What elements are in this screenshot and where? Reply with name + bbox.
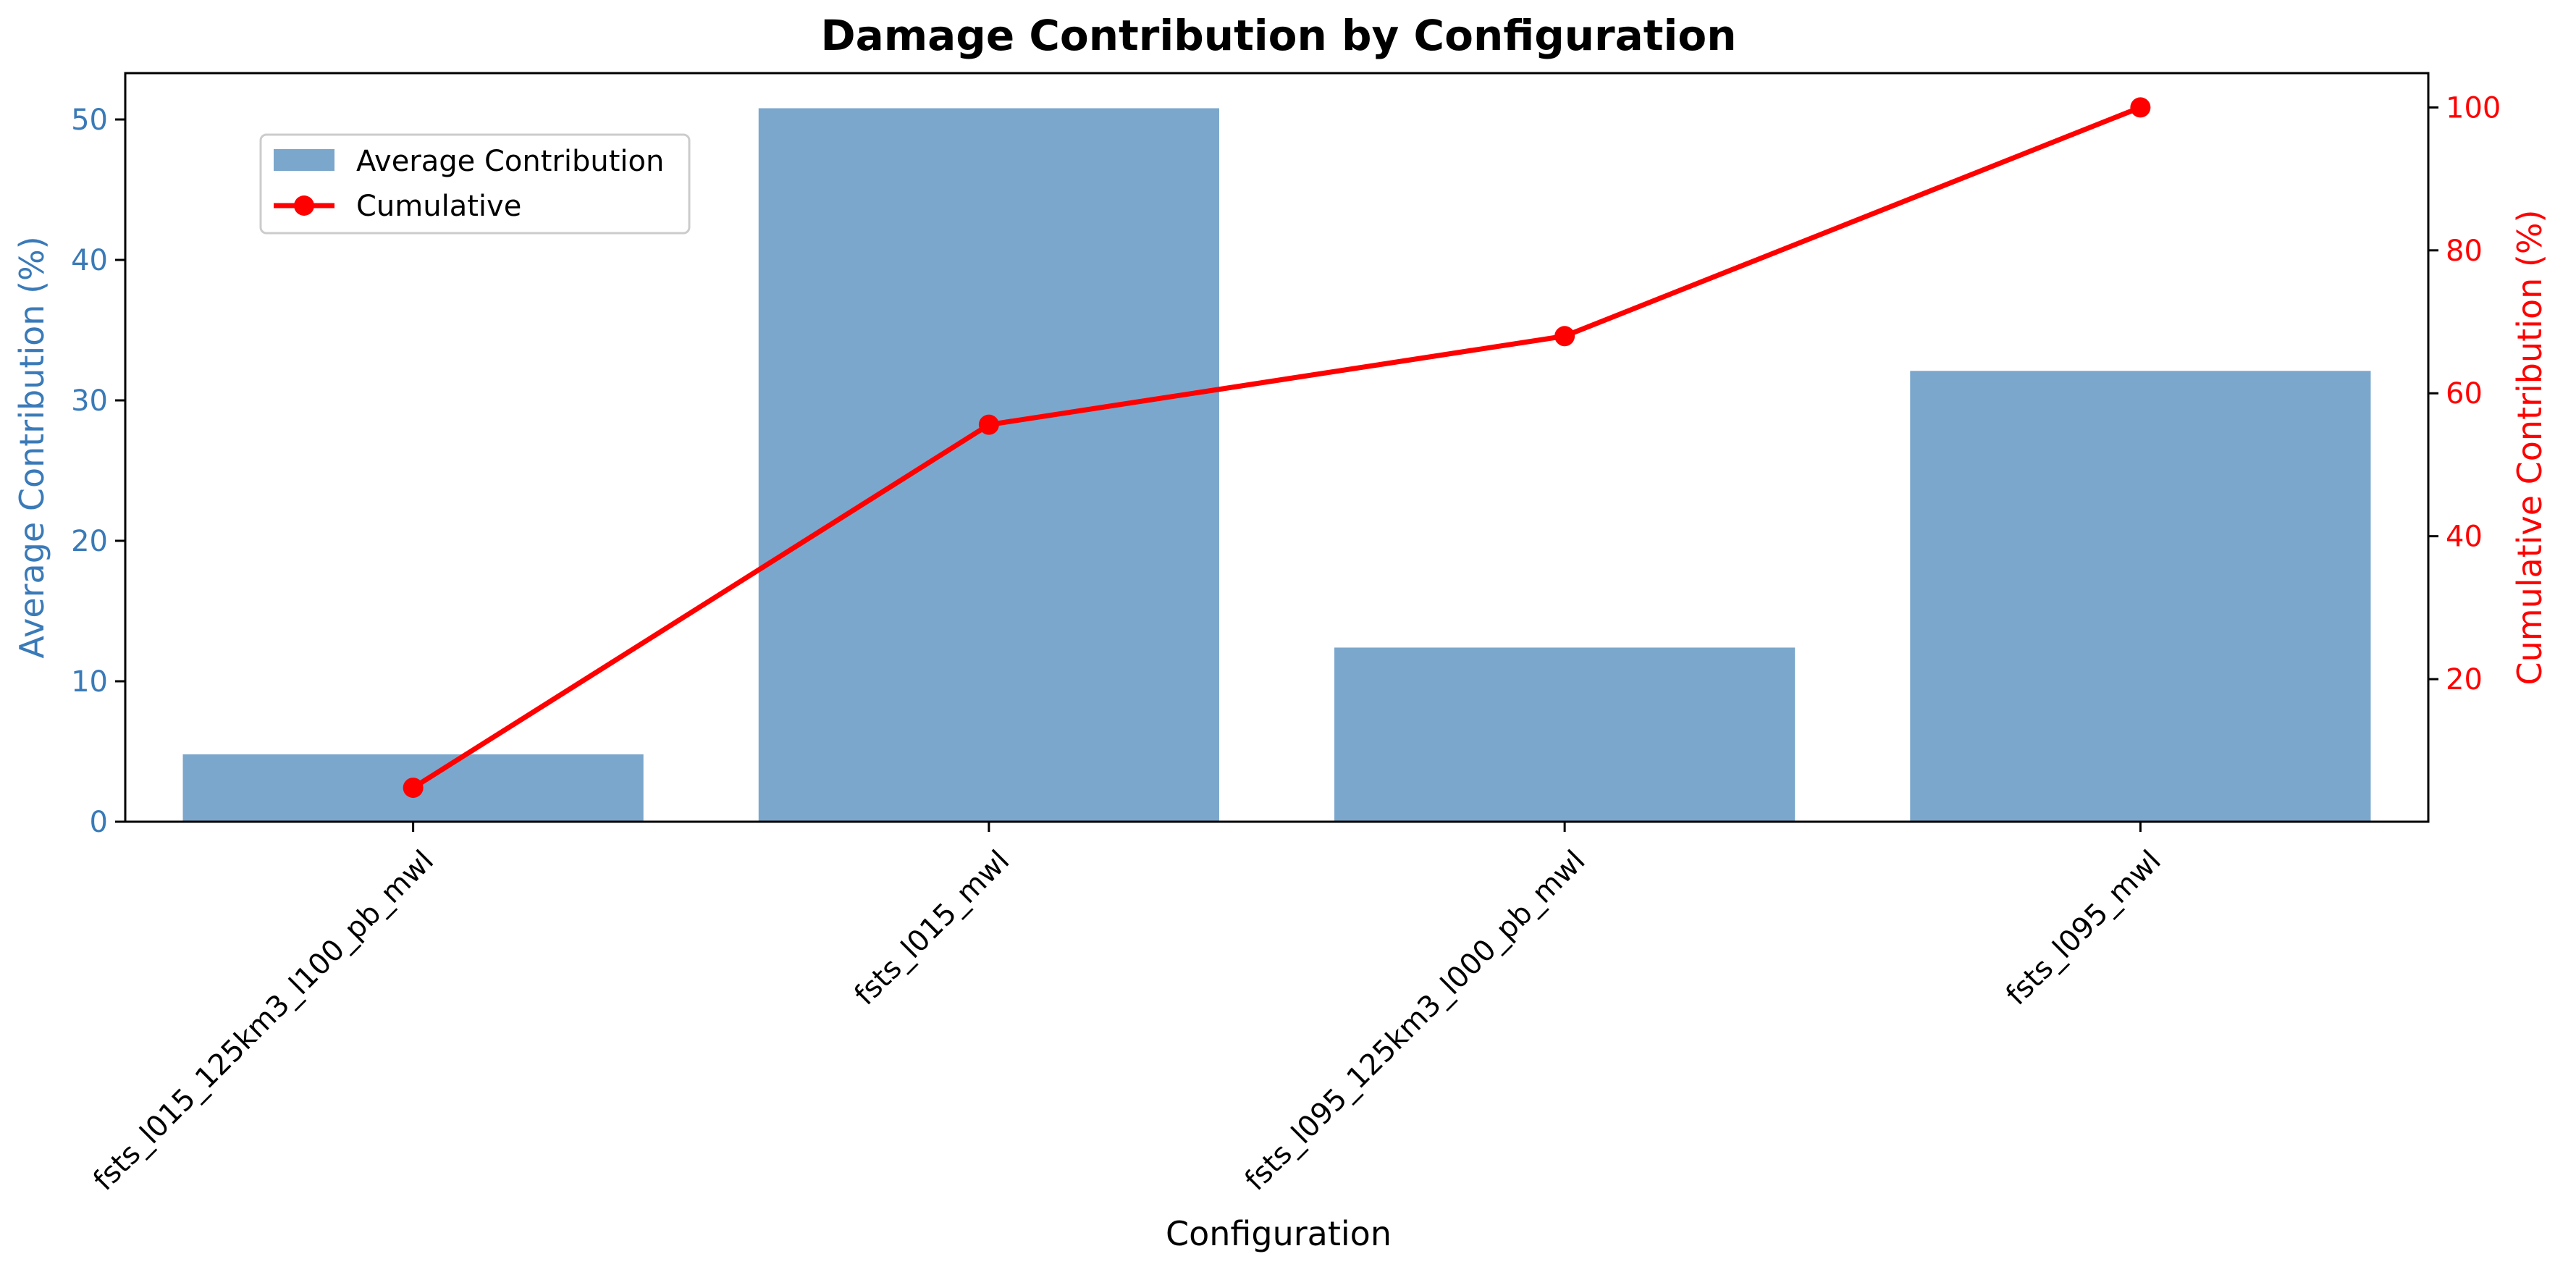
legend-bar-swatch <box>274 149 334 171</box>
plot-frame <box>124 72 2430 823</box>
legend: Average Contribution Cumulative <box>259 133 691 235</box>
left-tick-label: 10 <box>71 665 108 699</box>
bar-2 <box>758 108 1219 822</box>
legend-line-label: Cumulative <box>356 190 521 223</box>
cumulative-point-2 <box>978 414 999 435</box>
right-tick-label: 60 <box>2446 377 2483 410</box>
right-tick-label: 20 <box>2446 663 2483 696</box>
left-tick-label: 30 <box>71 384 108 418</box>
right-tick-label: 40 <box>2446 521 2483 554</box>
cumulative-point-3 <box>1554 326 1575 347</box>
cumulative-line-layer <box>403 97 2151 799</box>
left-tick-label: 20 <box>71 525 108 558</box>
right-axis-label: Cumulative Contribution (%) <box>2510 209 2549 685</box>
left-tick-label: 0 <box>90 806 108 839</box>
left-axis-label: Average Contribution (%) <box>12 236 51 658</box>
legend-bar-label: Average Contribution <box>356 145 664 178</box>
bars-layer <box>182 108 2371 822</box>
x-axis-label: Configuration <box>1166 1214 1392 1253</box>
bar-3 <box>1334 647 1796 822</box>
chart-title: Damage Contribution by Configuration <box>820 11 1736 60</box>
right-tick-label: 100 <box>2446 91 2501 125</box>
cumulative-line <box>411 104 2143 791</box>
legend-box <box>259 133 691 235</box>
bar-4 <box>1910 371 2371 822</box>
left-tick-label: 40 <box>71 244 108 277</box>
right-axis-ticks: 20 40 60 80 100 <box>2428 91 2501 696</box>
cumulative-point-1 <box>403 778 424 799</box>
legend-line-marker <box>294 195 314 216</box>
cumulative-point-4 <box>2130 97 2151 118</box>
left-tick-label: 50 <box>71 104 108 137</box>
right-tick-label: 80 <box>2446 235 2483 268</box>
left-axis-ticks: 0 10 20 30 40 50 <box>71 104 125 839</box>
